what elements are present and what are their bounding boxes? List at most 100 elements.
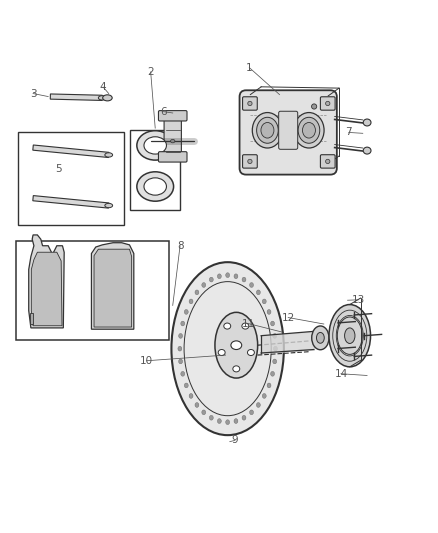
Polygon shape [33,196,109,208]
Ellipse shape [312,326,329,350]
FancyBboxPatch shape [243,155,257,168]
Ellipse shape [215,312,258,378]
Ellipse shape [195,290,199,295]
Ellipse shape [226,273,230,278]
Ellipse shape [261,123,274,138]
FancyBboxPatch shape [243,97,257,110]
Ellipse shape [195,402,199,407]
Ellipse shape [271,372,275,376]
Ellipse shape [256,290,260,295]
Ellipse shape [234,274,238,279]
Ellipse shape [102,95,112,101]
Ellipse shape [224,323,231,329]
Ellipse shape [137,131,173,160]
Ellipse shape [273,359,277,364]
Ellipse shape [179,359,183,364]
FancyBboxPatch shape [164,115,181,159]
Polygon shape [33,145,109,158]
Text: 4: 4 [100,82,106,92]
Text: 1: 1 [246,62,253,72]
Ellipse shape [317,333,324,343]
Ellipse shape [248,159,252,164]
Bar [18,132,124,225]
Ellipse shape [217,274,221,279]
Ellipse shape [325,101,330,106]
Text: 6: 6 [160,107,167,117]
Ellipse shape [171,262,284,435]
Polygon shape [94,249,132,327]
Ellipse shape [170,139,175,143]
Ellipse shape [105,153,113,157]
Ellipse shape [247,350,254,356]
Ellipse shape [267,383,271,388]
Ellipse shape [189,393,193,398]
Ellipse shape [209,277,213,282]
Ellipse shape [189,299,193,304]
FancyBboxPatch shape [321,155,335,168]
Ellipse shape [184,310,188,314]
Ellipse shape [363,147,371,154]
FancyBboxPatch shape [159,152,187,162]
Polygon shape [92,243,134,329]
Ellipse shape [294,112,324,148]
Ellipse shape [184,383,188,388]
Text: 9: 9 [232,435,238,446]
FancyBboxPatch shape [279,111,298,149]
Ellipse shape [273,346,277,351]
Ellipse shape [250,410,254,415]
Text: 11: 11 [242,319,255,328]
Ellipse shape [250,282,254,287]
Polygon shape [30,313,33,324]
Text: 10: 10 [140,356,153,366]
Text: 7: 7 [346,127,352,138]
Ellipse shape [105,204,113,208]
Ellipse shape [144,178,166,195]
Ellipse shape [329,304,371,367]
Ellipse shape [248,101,252,106]
Ellipse shape [234,419,238,423]
Ellipse shape [181,321,185,326]
FancyBboxPatch shape [321,97,335,110]
Ellipse shape [231,341,242,350]
Ellipse shape [181,372,185,376]
Ellipse shape [217,419,221,423]
FancyBboxPatch shape [240,90,337,175]
Ellipse shape [242,415,246,420]
Ellipse shape [271,321,275,326]
Ellipse shape [267,310,271,314]
Ellipse shape [233,366,240,372]
Text: 12: 12 [282,312,295,322]
Ellipse shape [363,119,371,126]
Ellipse shape [262,393,266,398]
Ellipse shape [242,277,246,282]
Ellipse shape [256,402,260,407]
Ellipse shape [218,350,225,356]
FancyBboxPatch shape [159,111,187,121]
Ellipse shape [311,104,317,109]
Bar [16,240,169,340]
Text: 5: 5 [56,164,62,174]
Ellipse shape [209,415,213,420]
Ellipse shape [298,117,320,143]
Ellipse shape [345,328,355,343]
Ellipse shape [325,159,330,164]
Text: 3: 3 [30,88,36,99]
Ellipse shape [179,334,183,338]
Polygon shape [50,94,102,100]
Ellipse shape [262,299,266,304]
Ellipse shape [252,112,283,148]
Ellipse shape [99,96,106,100]
Ellipse shape [242,323,249,329]
Ellipse shape [202,410,206,415]
Text: 13: 13 [352,295,365,305]
Bar [131,130,180,211]
Text: 14: 14 [334,369,348,379]
Ellipse shape [303,123,315,138]
Ellipse shape [178,346,182,351]
Polygon shape [32,252,62,326]
Ellipse shape [257,117,278,143]
Ellipse shape [137,172,173,201]
Ellipse shape [202,282,206,287]
Ellipse shape [144,137,166,154]
Text: 8: 8 [177,241,184,251]
